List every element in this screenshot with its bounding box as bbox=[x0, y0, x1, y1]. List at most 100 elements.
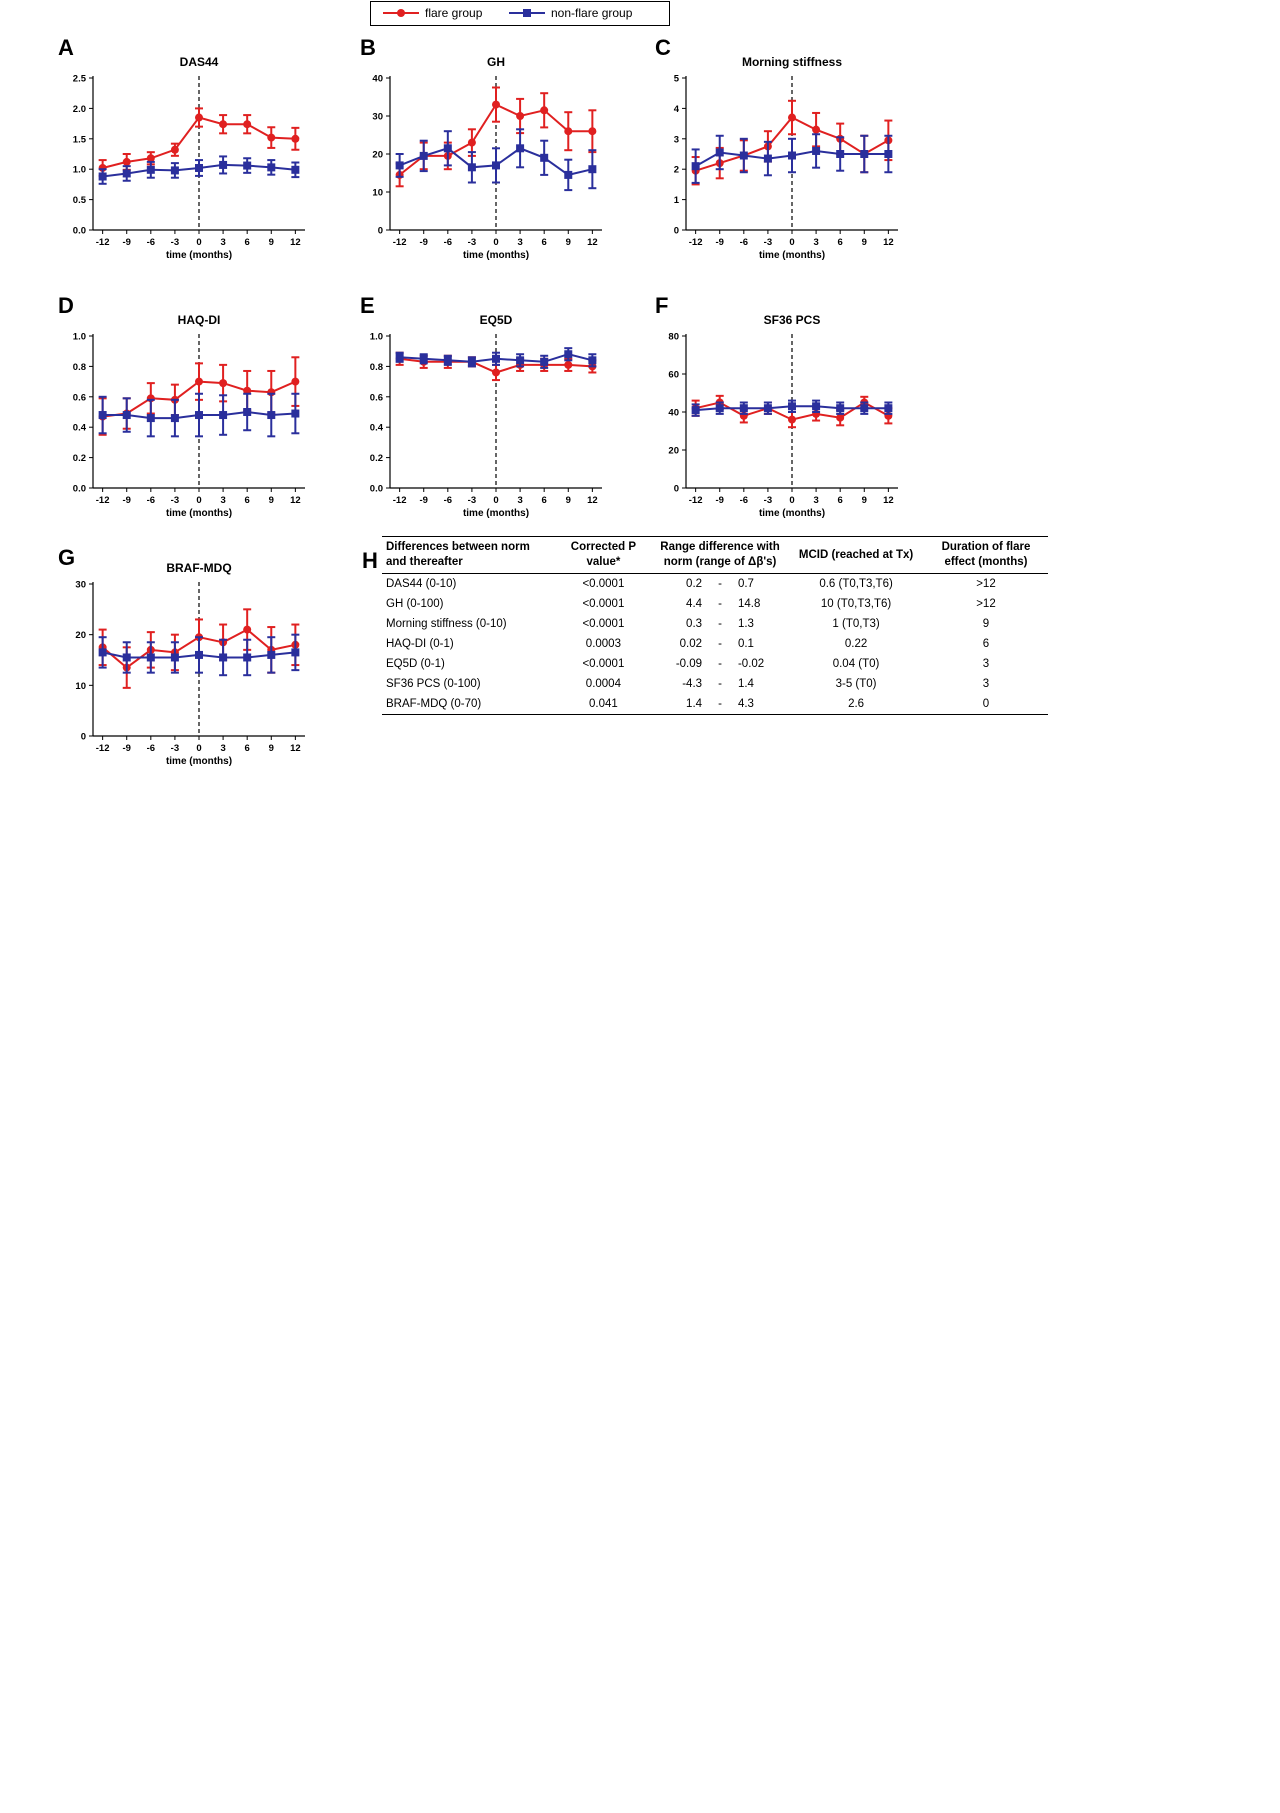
x-tick-label: -12 bbox=[393, 237, 407, 248]
x-axis-label: time (months) bbox=[759, 508, 825, 519]
y-tick-label: 0.0 bbox=[73, 484, 86, 495]
data-point-nonflare bbox=[219, 653, 228, 662]
data-point-nonflare bbox=[691, 406, 700, 415]
data-point-nonflare bbox=[395, 353, 404, 362]
row-measure: BRAF-MDQ (0-70) bbox=[386, 698, 482, 710]
row-measure: HAQ-DI (0-1) bbox=[386, 638, 454, 650]
data-point-nonflare bbox=[564, 170, 573, 179]
data-point-nonflare bbox=[219, 411, 228, 420]
x-tick-label: -9 bbox=[420, 495, 428, 506]
y-tick-label: 30 bbox=[75, 580, 86, 591]
x-tick-label: -12 bbox=[689, 237, 703, 248]
legend-nonflare-marker bbox=[509, 9, 545, 17]
data-point-flare bbox=[540, 106, 549, 115]
row-measure: EQ5D (0-1) bbox=[386, 658, 445, 670]
row-range-high: 0.7 bbox=[737, 578, 754, 590]
panel-title: EQ5D bbox=[480, 313, 513, 327]
panel-title: SF36 PCS bbox=[764, 313, 821, 327]
x-tick-label: -6 bbox=[444, 495, 452, 506]
row-p-value: 0.041 bbox=[589, 698, 618, 710]
row-range-low: -0.09 bbox=[675, 658, 703, 670]
data-point-nonflare bbox=[467, 163, 476, 172]
x-tick-label: -9 bbox=[123, 743, 131, 754]
data-point-nonflare bbox=[195, 163, 203, 172]
x-tick-label: -6 bbox=[147, 743, 155, 754]
x-tick-label: -9 bbox=[716, 495, 724, 506]
x-tick-label: 0 bbox=[196, 743, 201, 754]
data-point-nonflare bbox=[763, 404, 772, 413]
data-point-nonflare bbox=[516, 356, 525, 365]
legend-flare: flare group bbox=[383, 6, 482, 20]
data-point-flare bbox=[588, 127, 597, 136]
panel-title: DAS44 bbox=[180, 55, 219, 69]
data-point-nonflare bbox=[788, 402, 796, 411]
panel-letter-e: E bbox=[360, 293, 375, 318]
data-point-nonflare bbox=[812, 402, 821, 411]
y-tick-label: 20 bbox=[372, 150, 383, 161]
row-mcid: 10 (T0,T3,T6) bbox=[820, 598, 892, 610]
data-point-nonflare bbox=[267, 163, 276, 172]
y-tick-label: 1.0 bbox=[73, 165, 86, 176]
data-point-nonflare bbox=[788, 151, 796, 160]
data-point-nonflare bbox=[98, 411, 107, 420]
data-point-flare bbox=[812, 125, 821, 134]
legend-flare-marker bbox=[383, 9, 419, 17]
summary-table-container: Differences between norm and thereafter … bbox=[382, 536, 1048, 715]
data-point-flare bbox=[291, 134, 300, 143]
data-point-flare bbox=[243, 625, 252, 634]
x-tick-label: 3 bbox=[813, 495, 818, 506]
row-mcid: 0.22 bbox=[844, 638, 868, 650]
legend-nonflare-label: non-flare group bbox=[551, 6, 633, 20]
y-tick-label: 0.6 bbox=[73, 392, 86, 403]
x-tick-label: -9 bbox=[123, 495, 131, 506]
y-tick-label: 2.0 bbox=[73, 104, 86, 115]
row-range-dash: - bbox=[718, 658, 722, 670]
data-point-nonflare bbox=[739, 404, 748, 413]
data-point-flare bbox=[836, 413, 845, 422]
row-range-dash: - bbox=[718, 638, 722, 650]
data-point-nonflare bbox=[540, 153, 549, 162]
x-tick-label: -3 bbox=[468, 495, 476, 506]
data-point-flare bbox=[788, 415, 796, 424]
y-tick-label: 80 bbox=[668, 332, 679, 343]
legend-nonflare: non-flare group bbox=[509, 6, 632, 20]
row-mcid: 0.6 (T0,T3,T6) bbox=[819, 578, 893, 590]
x-tick-label: -12 bbox=[689, 495, 703, 506]
data-point-nonflare bbox=[564, 350, 573, 359]
data-point-flare bbox=[122, 157, 131, 166]
row-duration: 6 bbox=[982, 638, 990, 650]
data-point-nonflare bbox=[691, 162, 700, 171]
data-point-flare bbox=[243, 120, 252, 129]
panel-letter-a: A bbox=[58, 35, 74, 60]
table-row: BRAF-MDQ (0-70) 0.041 1.4 - 4.3 2.6 0 bbox=[382, 694, 1048, 715]
x-tick-label: -12 bbox=[96, 495, 110, 506]
y-tick-label: 0.0 bbox=[73, 226, 86, 237]
header-range: Range difference with norm (range of Δβ'… bbox=[660, 541, 780, 568]
data-point-flare bbox=[788, 113, 796, 122]
x-tick-label: -9 bbox=[420, 237, 428, 248]
row-range-dash: - bbox=[718, 598, 722, 610]
y-tick-label: 0 bbox=[674, 484, 679, 495]
data-point-nonflare bbox=[98, 648, 107, 657]
row-p-value: <0.0001 bbox=[582, 578, 625, 590]
x-tick-label: 12 bbox=[587, 495, 598, 506]
x-tick-label: 0 bbox=[493, 237, 498, 248]
row-p-value: <0.0001 bbox=[582, 618, 625, 630]
table-row: GH (0-100) <0.0001 4.4 - 14.8 10 (T0,T3,T6) >1… bbox=[382, 594, 1048, 614]
x-tick-label: -6 bbox=[444, 237, 452, 248]
data-point-nonflare bbox=[243, 161, 252, 170]
x-tick-label: 9 bbox=[862, 495, 867, 506]
x-tick-label: -3 bbox=[764, 237, 772, 248]
row-mcid: 1 (T0,T3) bbox=[832, 618, 880, 630]
data-point-nonflare bbox=[419, 151, 428, 160]
row-range-low: 4.4 bbox=[686, 598, 703, 610]
y-tick-label: 5 bbox=[674, 74, 680, 85]
data-point-nonflare bbox=[243, 408, 252, 416]
legend-flare-label: flare group bbox=[425, 6, 483, 20]
row-duration: >12 bbox=[976, 598, 996, 610]
data-point-nonflare bbox=[467, 357, 476, 366]
data-point-nonflare bbox=[195, 650, 203, 659]
data-point-nonflare bbox=[267, 650, 276, 659]
data-point-nonflare bbox=[860, 150, 869, 158]
header-duration: Duration of flare effect (months) bbox=[941, 541, 1031, 568]
